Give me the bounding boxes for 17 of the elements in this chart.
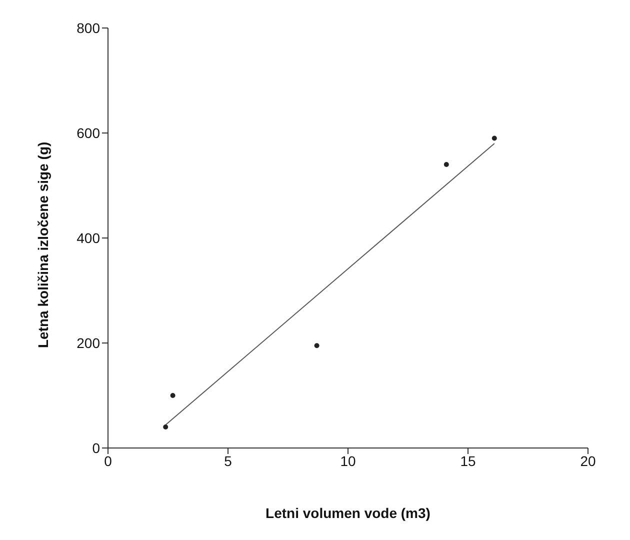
x-tick-label: 10 xyxy=(340,452,356,469)
point xyxy=(314,343,320,348)
x-tick-label: 5 xyxy=(224,452,232,469)
x-tick-label: 20 xyxy=(580,452,596,469)
x-axis-title: Letni volumen vode (m3) xyxy=(266,505,430,521)
point xyxy=(444,162,449,167)
point xyxy=(492,136,497,141)
x-tick-label: 0 xyxy=(104,452,112,469)
y-tick-label: 0 xyxy=(92,440,100,456)
y-tick-label: 200 xyxy=(76,334,100,351)
y-tick-label: 400 xyxy=(76,230,100,246)
y-tick-label: 800 xyxy=(76,20,100,36)
point xyxy=(170,393,176,398)
x-tick-label: 15 xyxy=(460,452,476,469)
point xyxy=(163,424,168,430)
y-tick-label: 600 xyxy=(76,124,100,141)
y-axis-title: Letna količina izločene sige (g) xyxy=(34,142,51,348)
